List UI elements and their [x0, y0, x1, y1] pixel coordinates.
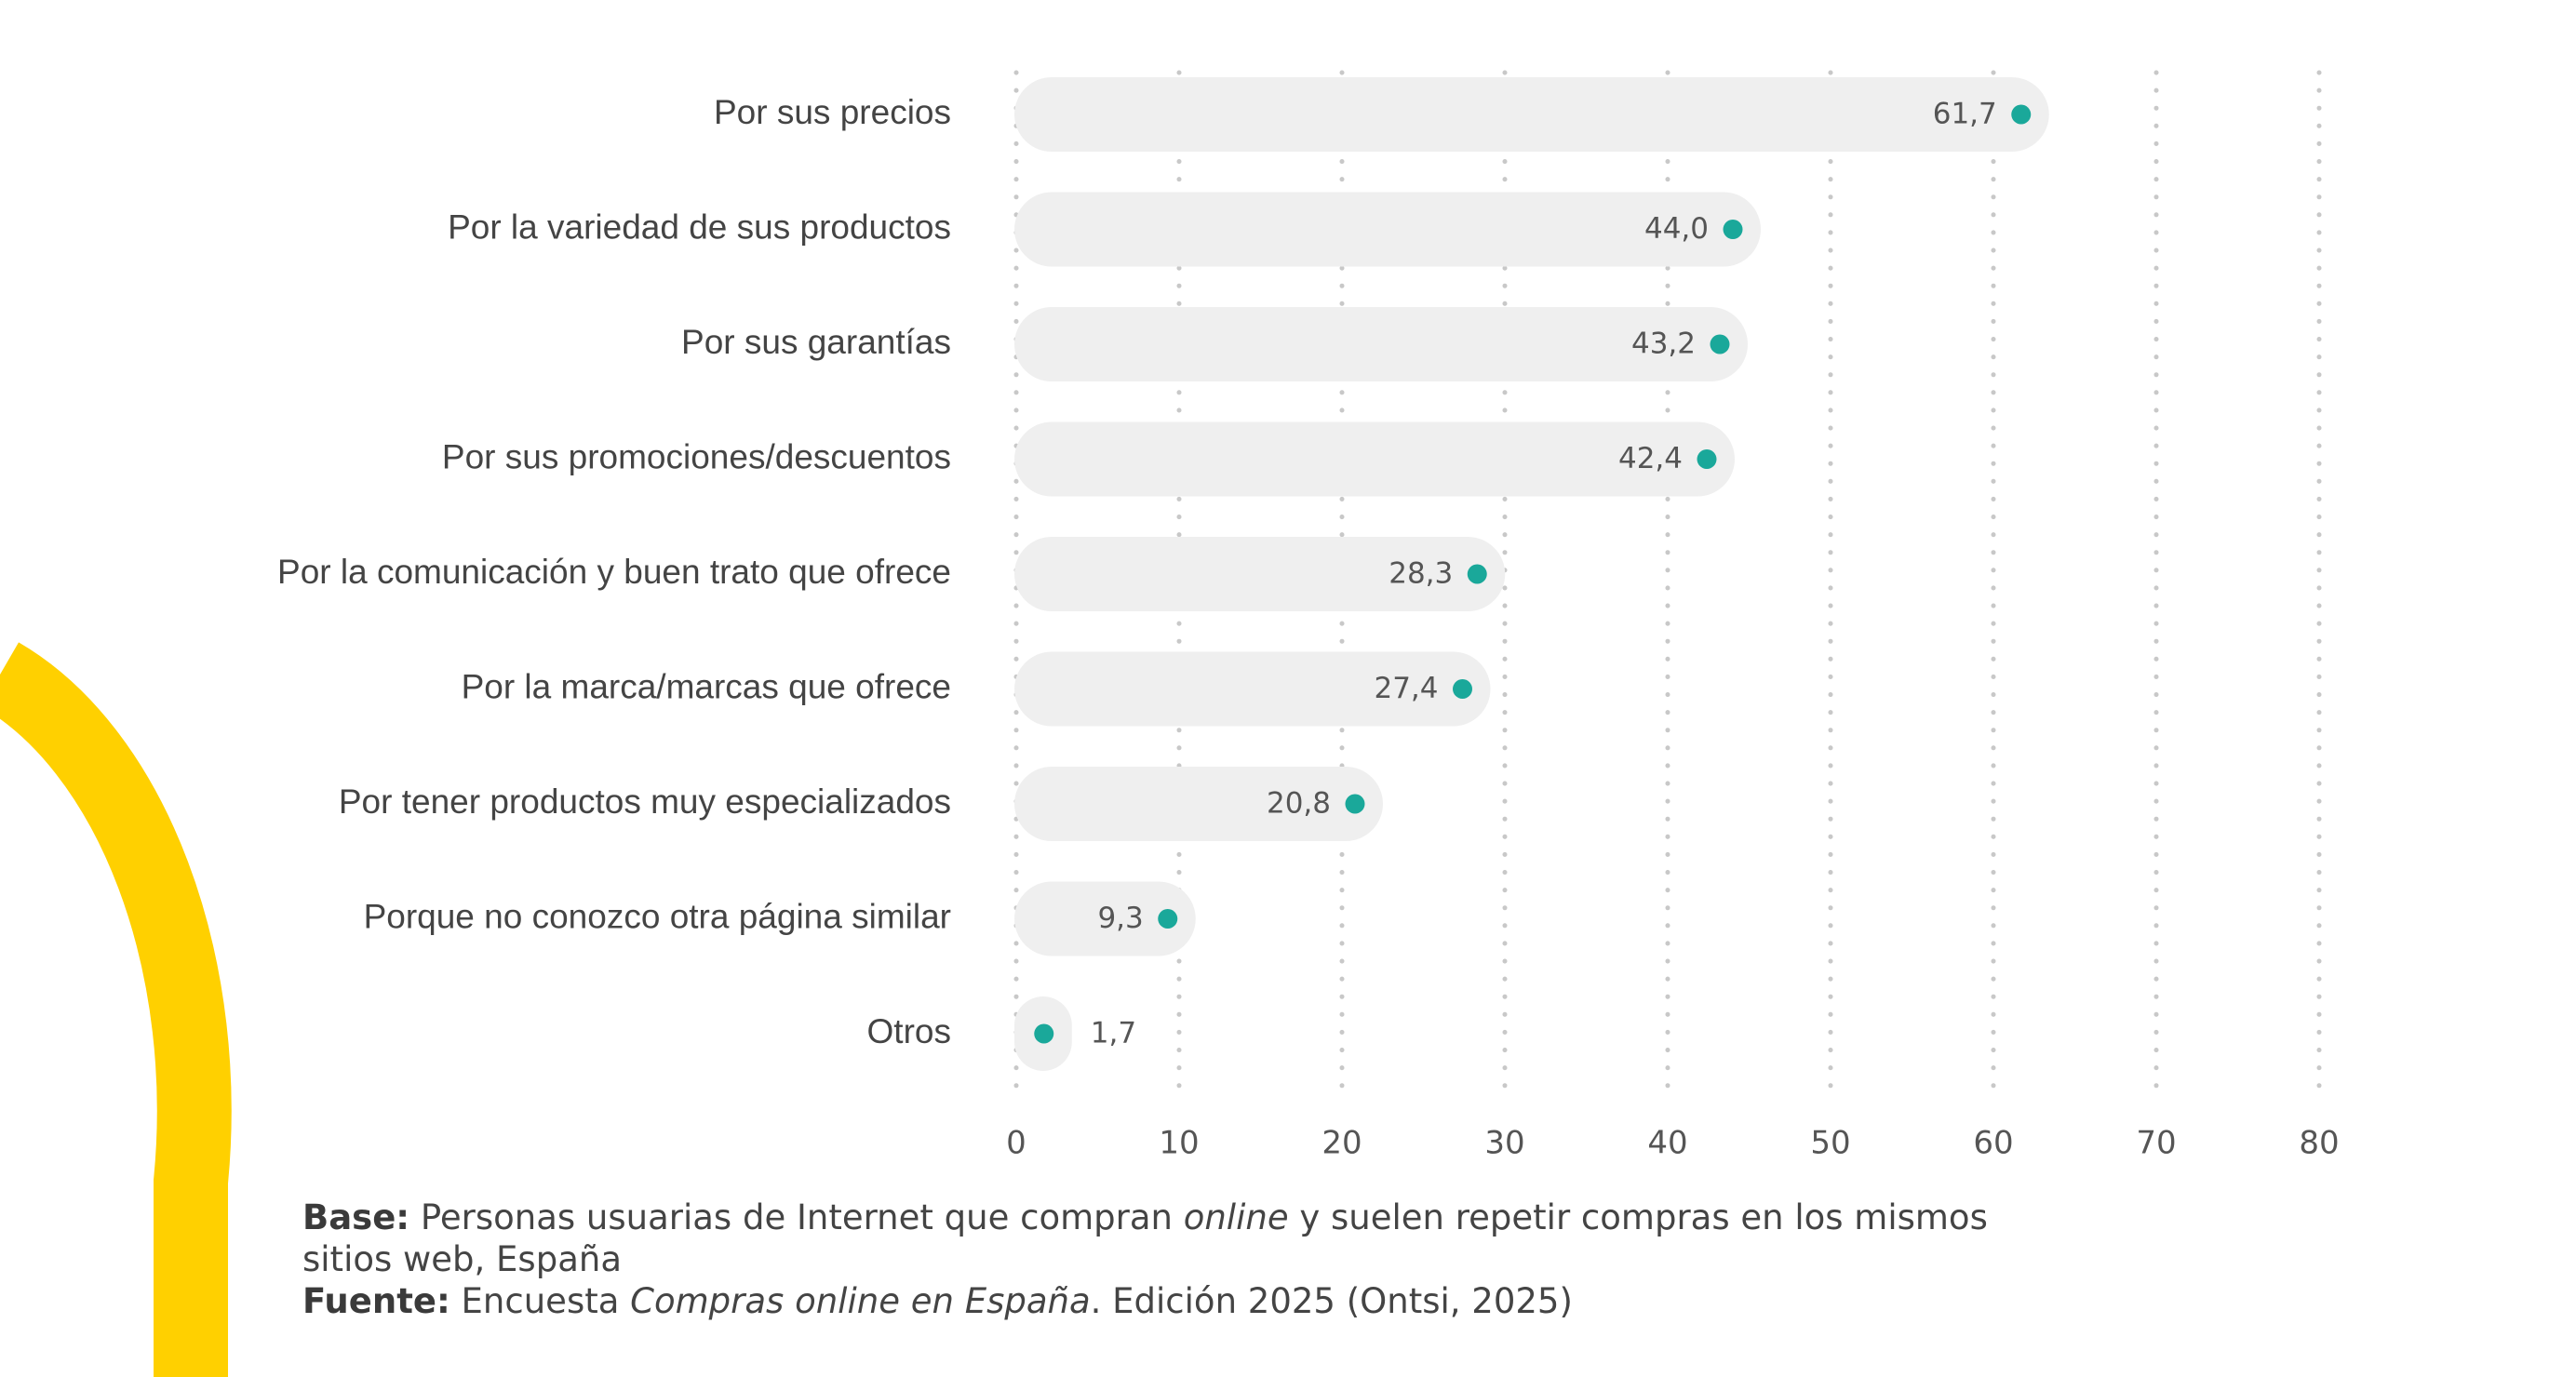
bars [1014, 77, 2049, 1071]
bar-track [1014, 307, 1748, 381]
x-axis-ticks: 0 10 20 30 40 50 60 70 80 [1006, 1125, 2339, 1162]
x-tick-label: 60 [1973, 1125, 2013, 1162]
bar-track [1014, 192, 1761, 267]
x-tick-label: 10 [1159, 1125, 1199, 1162]
bar-track [1014, 77, 2049, 152]
bar-track [1014, 537, 1506, 611]
category-labels: Por sus precios Por la variedad de sus pr… [277, 93, 951, 1050]
x-tick-label: 20 [1322, 1125, 1362, 1162]
bar-track [1014, 651, 1491, 727]
category-label: Porque no conozco otra página similar [364, 897, 951, 935]
base-label: Base: [302, 1197, 410, 1237]
source-text-2: . Edición 2025 (Ontsi, 2025) [1090, 1281, 1573, 1321]
value-dot [1710, 334, 1730, 354]
bar-track [1014, 421, 1735, 497]
value-dot [1345, 794, 1365, 814]
category-label: Por sus precios [714, 93, 951, 131]
value-dot [1723, 220, 1743, 239]
category-label: Por la comunicación y buen trato que ofr… [277, 553, 951, 591]
x-tick-label: 80 [2299, 1125, 2339, 1162]
value-dot [1467, 564, 1487, 584]
value-label: 9,3 [1097, 902, 1143, 935]
value-label: 61,7 [1933, 98, 1997, 131]
value-dot [1158, 909, 1178, 929]
value-label: 20,8 [1267, 787, 1331, 821]
value-label: 28,3 [1389, 557, 1453, 591]
x-tick-label: 50 [1810, 1125, 1850, 1162]
x-tick-label: 0 [1006, 1125, 1026, 1162]
base-note: Base: Personas usuarias de Internet que … [302, 1197, 2071, 1280]
source-text-1: Encuesta [449, 1281, 631, 1321]
source-note: Fuente: Encuesta Compras online en Españ… [302, 1280, 2071, 1322]
category-label: Por la marca/marcas que ofrece [462, 667, 951, 705]
category-label: Por tener productos muy especializados [339, 782, 951, 821]
value-labels: 61,7 44,0 43,2 42,4 28,3 27,4 20,8 9,3 1,7 [1091, 98, 1997, 1050]
yellow-arc-shape [0, 642, 232, 1377]
base-text-1: Personas usuarias de Internet que compra… [409, 1197, 1184, 1237]
base-text-2: y suelen repetir compras en los mismos s… [302, 1197, 1988, 1279]
category-label: Por sus garantías [681, 323, 951, 361]
value-label: 44,0 [1644, 212, 1709, 246]
x-tick-label: 30 [1484, 1125, 1524, 1162]
x-tick-label: 70 [2136, 1125, 2176, 1162]
source-label: Fuente: [302, 1281, 450, 1321]
value-label: 1,7 [1091, 1017, 1136, 1050]
chart-notes: Base: Personas usuarias de Internet que … [302, 1197, 2071, 1322]
bar-track [1014, 881, 1196, 956]
value-label: 27,4 [1374, 672, 1438, 705]
category-label: Por la variedad de sus productos [448, 207, 951, 246]
value-label: 43,2 [1631, 328, 1696, 361]
value-dot [1034, 1023, 1054, 1044]
value-dot [1697, 449, 1717, 469]
base-text-italic: online [1183, 1197, 1289, 1237]
value-dot [1453, 679, 1472, 699]
source-text-italic: Compras online en España [630, 1281, 1091, 1321]
category-label: Otros [867, 1012, 951, 1050]
x-tick-label: 40 [1647, 1125, 1687, 1162]
value-label: 42,4 [1618, 442, 1683, 475]
value-dot [2011, 104, 2032, 125]
bar-track [1014, 767, 1383, 841]
category-label: Por sus promociones/descuentos [442, 437, 951, 475]
